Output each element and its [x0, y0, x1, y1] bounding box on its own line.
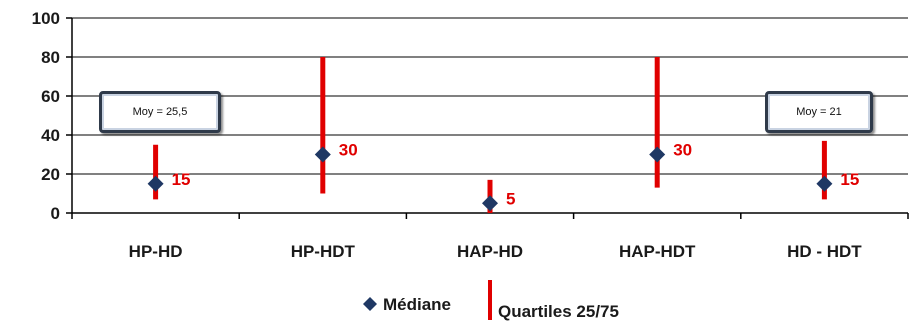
- median-point: [649, 146, 666, 163]
- x-category-label: HP-HD: [129, 242, 183, 261]
- annotation-mean-hd-hdt-text: Moy = 21: [796, 106, 842, 118]
- legend-quartiles-label: Quartiles 25/75: [498, 302, 619, 321]
- y-tick-label: 100: [32, 9, 60, 28]
- y-tick-label: 80: [41, 48, 60, 67]
- annotation-mean-hd-hdt: Moy = 21: [765, 91, 873, 133]
- legend-median-marker: [363, 297, 377, 311]
- median-data-label: 15: [840, 170, 859, 189]
- y-tick-label: 20: [41, 165, 60, 184]
- median-point: [314, 146, 331, 163]
- median-data-label: 15: [172, 170, 191, 189]
- y-tick-label: 60: [41, 87, 60, 106]
- median-point: [482, 195, 498, 212]
- x-category-label: HAP-HDT: [619, 242, 696, 261]
- x-category-label: HAP-HD: [457, 242, 523, 261]
- median-data-label: 30: [339, 141, 358, 160]
- annotation-mean-hp-hd: Moy = 25,5: [99, 91, 221, 133]
- median-point: [816, 175, 833, 192]
- annotation-mean-hp-hd-text: Moy = 25,5: [132, 106, 188, 118]
- x-category-label: HD - HDT: [787, 242, 862, 261]
- x-category-label: HP-HDT: [291, 242, 356, 261]
- median-data-label: 30: [673, 141, 692, 160]
- y-tick-label: 40: [41, 126, 60, 145]
- median-point: [147, 175, 164, 192]
- legend-median-label: Médiane: [383, 295, 451, 314]
- y-tick-label: 0: [51, 204, 60, 223]
- median-data-label: 5: [506, 189, 515, 208]
